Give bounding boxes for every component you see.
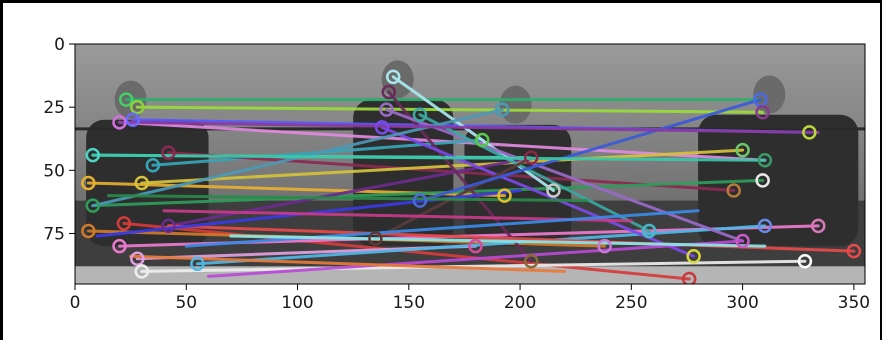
keypoint-circle <box>412 107 428 122</box>
keypoint-circle <box>161 145 176 160</box>
keypoint-circle <box>681 271 697 284</box>
keypoint-circle <box>846 243 862 259</box>
keypoint-circle <box>523 254 539 269</box>
x-axis: 0 50 100 150 200 250 300 350 <box>70 284 870 313</box>
y-tick-label: 50 <box>43 161 65 181</box>
keypoint-circle <box>474 132 490 148</box>
match-line <box>162 209 633 223</box>
keypoint-circle <box>641 223 657 239</box>
match-line <box>140 148 745 185</box>
match-line <box>207 239 745 278</box>
match-line <box>129 254 567 273</box>
match-line <box>91 178 765 208</box>
keypoint-circle <box>686 248 701 264</box>
keypoint-circle <box>130 99 145 115</box>
keypoint-circle <box>757 152 773 168</box>
keypoint-circle <box>374 120 390 135</box>
keypoint-circle <box>755 104 770 120</box>
keypoint-circle <box>811 218 826 234</box>
match-line <box>391 75 555 193</box>
match-line <box>184 209 700 248</box>
y-axis: 0 25 50 75 <box>43 35 75 244</box>
keypoint-match-chart: 0 50 100 150 200 250 300 350 0 25 50 75 <box>43 35 870 313</box>
y-tick-label: 0 <box>54 35 65 55</box>
keypoint-circle <box>468 238 483 254</box>
keypoint-circle <box>497 188 512 203</box>
x-tick-label: 250 <box>615 293 647 313</box>
keypoint-circle <box>757 218 773 234</box>
y-tick-label: 25 <box>43 98 65 118</box>
x-tick-label: 100 <box>281 293 313 313</box>
keypoint-circle <box>755 173 770 188</box>
keypoint-circle <box>597 238 612 254</box>
keypoint-circle <box>81 223 96 239</box>
match-line <box>166 156 533 228</box>
match-line <box>418 113 651 233</box>
keypoint-circle <box>381 84 397 100</box>
keypoint-circle <box>735 142 750 158</box>
keypoint-circle <box>368 231 383 246</box>
match-line <box>418 98 762 203</box>
match-line <box>229 234 767 248</box>
keypoint-circle <box>130 251 145 266</box>
match-line <box>118 120 820 134</box>
keypoint-circle <box>726 183 741 198</box>
keypoint-markers <box>81 69 862 284</box>
keypoint-circle <box>134 264 150 279</box>
x-tick-label: 0 <box>70 293 81 313</box>
keypoint-circle <box>412 193 428 208</box>
match-line <box>385 108 745 243</box>
match-line <box>91 153 767 162</box>
keypoint-circle <box>125 112 141 128</box>
x-tick-label: 50 <box>175 293 197 313</box>
y-tick-label: 75 <box>43 224 65 244</box>
x-tick-label: 150 <box>393 293 425 313</box>
keypoint-circle <box>85 198 101 213</box>
keypoint-circle <box>385 69 401 85</box>
keypoint-circle <box>190 256 205 272</box>
keypoint-circle <box>495 102 510 117</box>
keypoint-circle <box>546 183 561 198</box>
keypoint-circle <box>145 158 161 173</box>
keypoint-circle <box>112 115 127 130</box>
keypoint-circle <box>802 125 817 140</box>
image-person-head <box>753 75 786 114</box>
match-line <box>380 125 696 258</box>
keypoint-circle <box>85 147 101 163</box>
keypoint-circle <box>112 238 127 254</box>
x-tick-label: 350 <box>838 293 870 313</box>
plot-area-border <box>74 43 866 285</box>
x-tick-label: 300 <box>726 293 758 313</box>
keypoint-circle <box>735 233 750 249</box>
x-tick-label: 200 <box>504 293 536 313</box>
keypoint-circle <box>118 92 134 107</box>
keypoint-circle <box>161 218 176 234</box>
keypoint-circle <box>116 216 132 231</box>
keypoint-circle <box>134 175 150 191</box>
keypoint-circle <box>797 254 813 269</box>
match-lines <box>86 75 856 281</box>
match-line <box>135 105 765 114</box>
keypoint-circle <box>523 150 539 165</box>
keypoint-circle <box>81 175 96 191</box>
keypoint-circle <box>379 102 394 117</box>
